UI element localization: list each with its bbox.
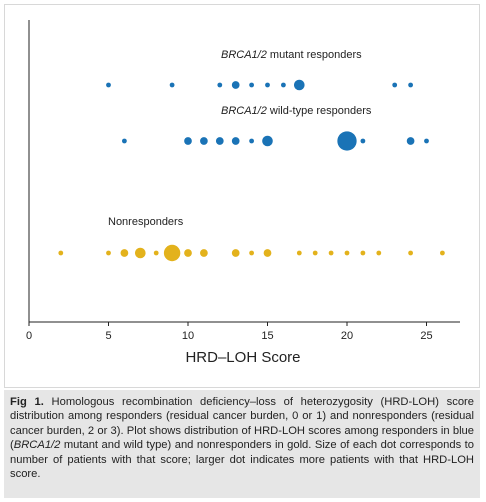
scatter-plot: 0 5 10 15 20 25 <box>26 20 460 342</box>
figure-caption: Fig 1. Homologous recombination deficien… <box>4 390 480 498</box>
data-point <box>440 250 445 256</box>
data-point <box>281 82 286 88</box>
data-point <box>424 138 429 144</box>
data-point <box>262 135 273 147</box>
data-point <box>392 82 398 88</box>
data-point <box>360 138 366 144</box>
data-point <box>106 82 111 88</box>
data-point <box>294 79 305 91</box>
data-point <box>153 250 159 256</box>
data-point <box>296 250 302 256</box>
data-point <box>328 250 334 256</box>
data-point <box>406 137 415 145</box>
x-tick-label: 0 <box>26 330 32 342</box>
data-point <box>249 250 255 256</box>
data-point <box>217 82 223 88</box>
x-tick-label: 20 <box>341 330 353 342</box>
data-point <box>376 250 382 256</box>
data-point <box>312 250 318 256</box>
data-point <box>231 81 240 89</box>
data-point <box>344 250 350 256</box>
data-point <box>106 250 111 256</box>
data-point <box>249 82 255 88</box>
data-point <box>200 249 208 257</box>
data-point <box>200 137 208 145</box>
x-tick-label: 25 <box>420 330 432 342</box>
data-point <box>215 137 224 145</box>
data-point <box>263 249 272 257</box>
data-point <box>231 137 240 145</box>
caption-text-part-1: Homologous recombination deficiency–loss… <box>10 396 474 452</box>
caption-gene-name: BRCA1/2 <box>13 439 61 452</box>
data-point <box>265 82 270 88</box>
data-points <box>58 79 445 262</box>
data-point <box>408 250 413 256</box>
data-point <box>249 138 255 144</box>
data-point <box>120 249 129 257</box>
data-point <box>58 250 64 256</box>
caption-text-part-2: mutant and wild type) and nonresponders … <box>10 439 474 481</box>
data-point <box>360 250 366 256</box>
x-tick-label: 5 <box>105 330 111 342</box>
data-point <box>231 249 240 257</box>
x-axis-title: HRD–LOH Score <box>185 349 301 366</box>
x-tick-label: 15 <box>261 330 273 342</box>
data-point <box>135 247 146 259</box>
series-label-mutant-responders: BRCA1/2 mutant responders <box>221 49 362 61</box>
data-point <box>184 137 192 145</box>
x-axis-ticks: 0 5 10 15 20 25 <box>26 322 433 342</box>
data-point <box>169 82 175 88</box>
data-point <box>337 131 357 151</box>
data-point <box>408 82 413 88</box>
data-point <box>163 244 181 262</box>
data-point <box>184 249 192 257</box>
series-label-wildtype-responders: BRCA1/2 wild-type responders <box>221 105 372 117</box>
x-tick-label: 10 <box>182 330 194 342</box>
figure-panel <box>4 4 480 388</box>
data-point <box>122 138 127 144</box>
figure-label: Fig 1. <box>10 396 44 408</box>
series-label-nonresponders: Nonresponders <box>108 216 184 228</box>
